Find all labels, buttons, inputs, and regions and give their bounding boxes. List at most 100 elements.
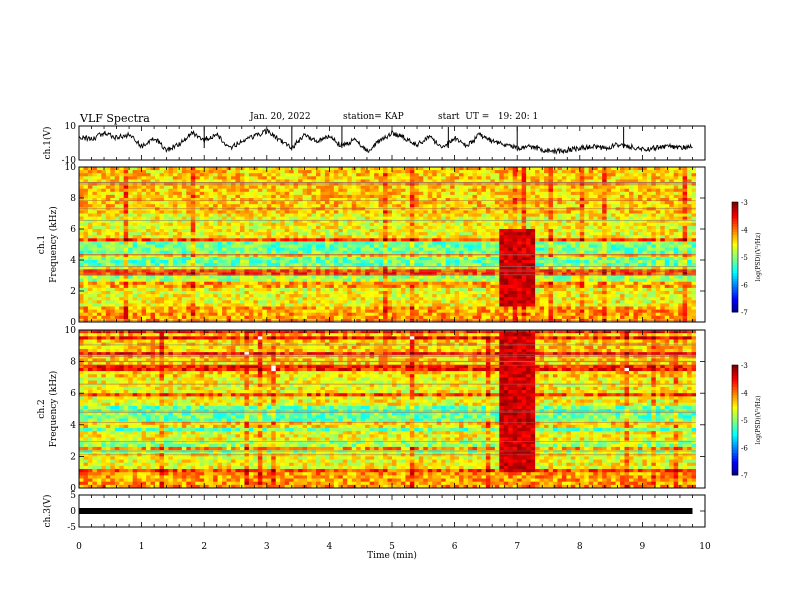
y-tick-label: 4 (70, 256, 76, 266)
colorbar-step (732, 439, 738, 443)
y-tick-label: 0 (70, 484, 76, 494)
colorbar-step (732, 414, 738, 418)
colorbar-step (732, 461, 738, 465)
colorbar-step (732, 309, 738, 313)
header-station: station= KAP (343, 112, 404, 122)
colorbar-step (732, 469, 738, 473)
colorbar-step (732, 392, 738, 396)
colorbar-step (732, 453, 738, 457)
colorbar-step (732, 398, 738, 402)
header-date: Jan. 20, 2022 (250, 112, 311, 122)
colorbar-step (732, 221, 738, 225)
x-tick-label: 2 (201, 542, 207, 552)
colorbar-step (732, 298, 738, 302)
x-axis-label: Time (min) (367, 550, 417, 561)
colorbar-1 (731, 201, 739, 313)
x-tick-label: 9 (640, 542, 646, 552)
colorbar-step (732, 279, 738, 283)
y-tick-label: 6 (70, 389, 76, 399)
colorbar-step (732, 210, 738, 214)
colorbar-step (732, 276, 738, 280)
x-tick-label: 6 (452, 542, 458, 552)
colorbar-step (732, 381, 738, 385)
colorbar-step (732, 387, 738, 391)
colorbar-step (732, 370, 738, 374)
y-tick-label: 10 (65, 122, 77, 132)
colorbar-step (732, 472, 738, 476)
y-tick-label: 6 (70, 225, 76, 235)
y-tick-label: 8 (70, 358, 76, 368)
colorbar-step (732, 373, 738, 377)
x-tick-label: 4 (327, 542, 333, 552)
y-tick-label: 10 (65, 326, 77, 336)
x-tick-label: 10 (699, 542, 711, 552)
colorbar-step (732, 442, 738, 446)
header-start-ut: start UT = 19: 20: 1 (438, 112, 539, 122)
colorbar-step (732, 376, 738, 380)
colorbar-step (732, 254, 738, 258)
colorbar-step (732, 207, 738, 211)
colorbar-step (732, 433, 738, 437)
y-tick-label: 0 (70, 507, 76, 517)
colorbar-tick-label: -5 (741, 417, 748, 425)
colorbar-step (732, 265, 738, 269)
ch3-trace (79, 508, 693, 514)
ch1-trace (78, 128, 693, 156)
colorbar-label: log(PSD)(V²/Hz) (755, 396, 762, 445)
ch2-ylabel: ch.2 (37, 399, 47, 418)
colorbar-tick-label: -7 (741, 309, 748, 317)
colorbar-step (732, 226, 738, 230)
colorbar-step (732, 400, 738, 404)
colorbar-step (732, 240, 738, 244)
colorbar-step (732, 224, 738, 228)
colorbar-step (732, 450, 738, 454)
colorbar-step (732, 235, 738, 239)
colorbar-step (732, 406, 738, 410)
colorbar-step (732, 409, 738, 413)
colorbar-step (732, 436, 738, 440)
colorbar-step (732, 218, 738, 222)
ch1-ylabel: ch.1 (37, 235, 47, 254)
colorbar-step (732, 301, 738, 305)
chart-title: VLF Spectra (80, 112, 150, 125)
colorbar-step (732, 306, 738, 310)
colorbar-step (732, 384, 738, 388)
colorbar-step (732, 422, 738, 426)
spectrogram-1-cells (79, 167, 706, 323)
colorbar-tick-label: -6 (741, 445, 748, 453)
colorbar-step (732, 458, 738, 462)
colorbar-label: log(PSD)(V²/Hz) (755, 233, 762, 282)
colorbar-tick-label: -4 (741, 390, 748, 398)
colorbar-step (732, 281, 738, 285)
colorbar-step (732, 365, 738, 369)
colorbar-step (732, 232, 738, 236)
colorbar-step (732, 428, 738, 432)
x-tick-label: 7 (514, 542, 520, 552)
ch2-freq-label: Frequency (kHz) (48, 371, 59, 448)
x-tick-label: 3 (264, 542, 270, 552)
colorbar-step (732, 292, 738, 296)
colorbar-tick-label: -5 (741, 254, 748, 262)
colorbar-step (732, 303, 738, 307)
colorbar-step (732, 417, 738, 421)
colorbar-step (732, 237, 738, 241)
colorbar-step (732, 251, 738, 255)
colorbar-step (732, 202, 738, 206)
colorbar-step (732, 257, 738, 261)
ch3-ylabel: ch.3(V) (42, 495, 53, 528)
colorbar-step (732, 246, 738, 250)
colorbar-step (732, 213, 738, 217)
colorbar-step (732, 243, 738, 247)
x-tick-label: 1 (139, 542, 145, 552)
colorbar-step (732, 270, 738, 274)
y-tick-label: -10 (62, 156, 77, 166)
y-tick-label: 2 (70, 287, 76, 297)
x-tick-label: 0 (76, 542, 82, 552)
colorbar-step (732, 259, 738, 263)
colorbar-step (732, 395, 738, 399)
colorbar-tick-label: -4 (741, 227, 748, 235)
x-tick-label: 5 (389, 542, 395, 552)
colorbar-step (732, 389, 738, 393)
colorbar-step (732, 420, 738, 424)
